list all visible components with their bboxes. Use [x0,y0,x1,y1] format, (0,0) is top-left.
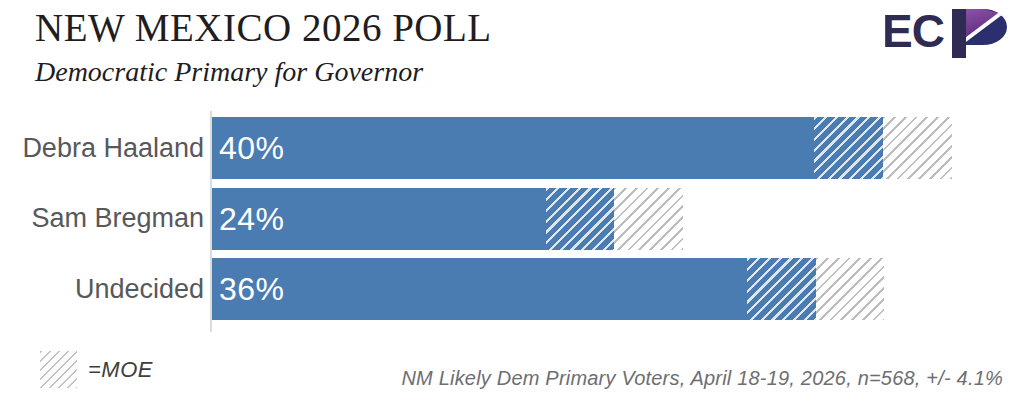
moe-legend: =MOE [40,351,153,388]
moe-hatch-swatch-icon [40,351,77,388]
page-subtitle: Democratic Primary for Governor [35,57,492,86]
header: NEW MEXICO 2026 POLL Democratic Primary … [35,7,492,86]
poll-graphic: NEW MEXICO 2026 POLL Democratic Primary … [0,0,1024,409]
bar-value-label: 36% [219,271,285,308]
svg-text:EC: EC [885,6,944,57]
bar-row: Undecided36% [0,258,1024,320]
moe-legend-label: =MOE [88,357,153,383]
bar-value-label: 40% [219,130,285,167]
bar-value-label: 24% [219,200,285,237]
bar-moe-lower-hatch [546,188,615,250]
category-label: Undecided [0,274,212,305]
bar-rows: Debra Haaland40% Sam Bregman24% Undecided3… [0,117,1024,320]
ecp-logo: EC [885,6,1007,64]
bar-solid-segment [212,258,747,320]
methodology-note: NM Likely Dem Primary Voters, April 18-1… [401,367,1003,390]
ecp-logo-icon: EC [885,6,1007,64]
bar-track: 40% [212,117,952,179]
bar-moe-upper-hatch [614,188,683,250]
bar-moe-lower-hatch [747,258,816,320]
bar-moe-upper-hatch [883,117,952,179]
bar-chart: Debra Haaland40% Sam Bregman24% Undecided3… [0,117,1024,329]
bar-row: Debra Haaland40% [0,117,1024,179]
bar-moe-upper-hatch [816,258,885,320]
bar-row: Sam Bregman24% [0,188,1024,250]
bar-track: 24% [212,188,683,250]
category-label: Sam Bregman [0,203,212,234]
page-title: NEW MEXICO 2026 POLL [35,7,492,50]
bar-solid-segment [212,117,814,179]
bar-moe-lower-hatch [814,117,883,179]
bar-track: 36% [212,258,884,320]
category-label: Debra Haaland [0,133,212,164]
